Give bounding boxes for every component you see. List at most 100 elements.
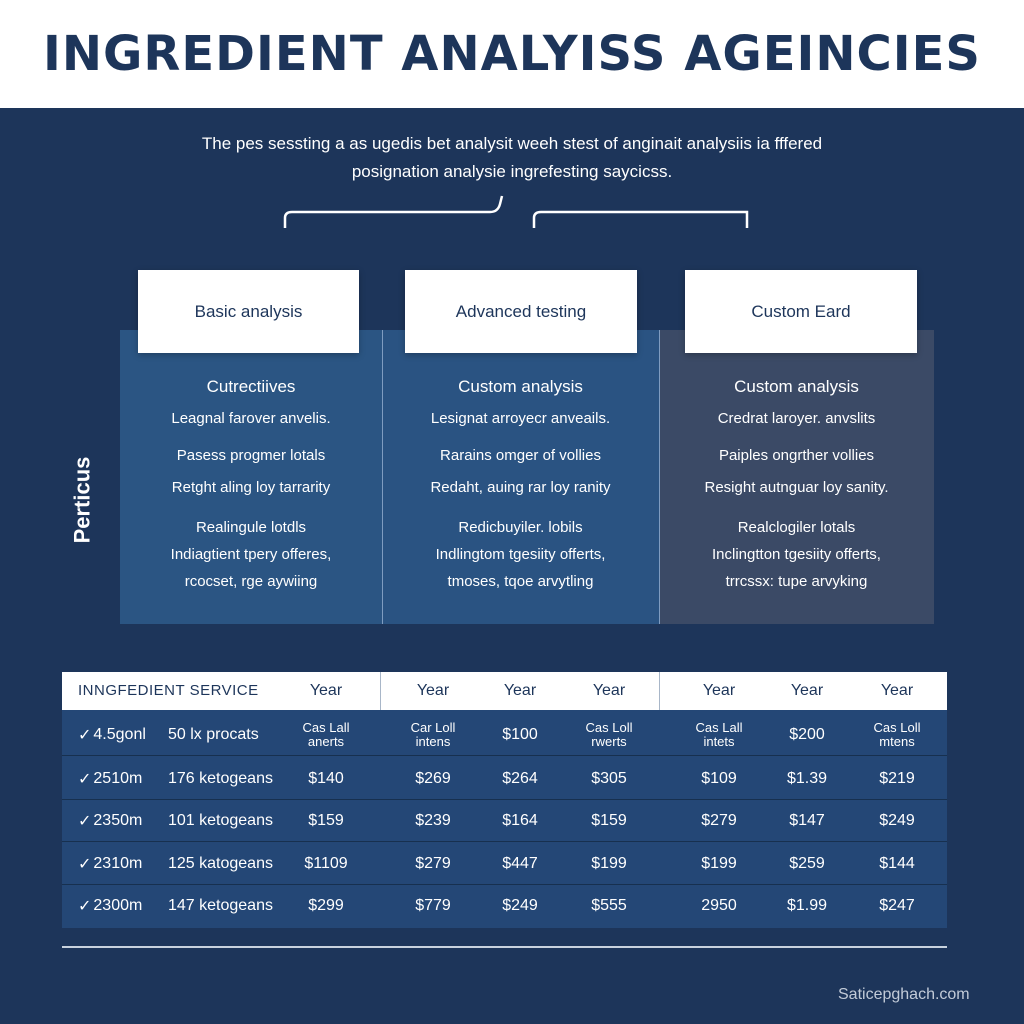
- plan-line: Resight autnguar loy sanity.: [704, 479, 889, 496]
- table-row: ✓ 2510m 176 ketogeans $140 $269 $264 $305…: [62, 758, 947, 800]
- table-cell: $1109: [304, 855, 348, 872]
- plan-line: Rarains omger of vollies: [440, 447, 601, 464]
- table-cell: $219: [879, 770, 915, 787]
- plan-card-custom[interactable]: Custom Eard: [685, 270, 917, 353]
- row-amount: ✓ 4.5gonl: [78, 726, 146, 744]
- title-banner: INGREDIENT ANALYISS AGEINCIES: [0, 0, 1024, 108]
- plan-line: Inclingtton tgesiity offerts,: [712, 546, 881, 563]
- table-row: ✓ 2350m 101 ketogeans $159 $239 $164 $159…: [62, 800, 947, 842]
- plan-line: rcocset, rge aywiing: [184, 573, 318, 590]
- plan-heading: Custom analysis: [734, 377, 859, 396]
- plan-details-custom: Custom analysis Credrat laroyer. anvslit…: [659, 372, 934, 591]
- table-cell: $279: [701, 812, 737, 829]
- table-cell: $1.39: [786, 770, 828, 787]
- table-cell: $164: [502, 812, 538, 829]
- plan-line: Redicbuyiler. lobils: [458, 519, 583, 536]
- row-amount: ✓ 2310m: [78, 855, 143, 873]
- table-cell: Cas Lall anerts: [302, 720, 350, 749]
- pricing-table-header: INNGFEDIENT SERVICE Year Year Year Year …: [62, 672, 947, 710]
- table-cell: $447: [502, 855, 538, 872]
- side-label: Perticus: [69, 456, 95, 544]
- column-divider: [659, 672, 660, 710]
- check-icon: ✓: [78, 813, 92, 830]
- table-cell: Cas Lall intets: [695, 720, 743, 749]
- table-row: ✓ 2300m 147 ketogeans $299 $779 $249 $555…: [62, 885, 947, 927]
- table-cell: $269: [415, 770, 451, 787]
- table-cell: $264: [502, 770, 538, 787]
- plan-line: tmoses, tqoe arvytling: [447, 573, 594, 590]
- table-cell: $147: [789, 812, 825, 829]
- table-row: ✓ 2310m 125 katogeans $1109 $279 $447 $19…: [62, 843, 947, 885]
- column-header-year: Year: [309, 682, 343, 699]
- table-cell: $140: [308, 770, 344, 787]
- table-cell: $239: [415, 812, 451, 829]
- row-service: 176 ketogeans: [168, 770, 273, 787]
- row-service: 125 katogeans: [168, 855, 273, 872]
- plan-column-advanced: [382, 330, 659, 624]
- table-cell: $299: [308, 897, 344, 914]
- table-cell: $199: [591, 855, 627, 872]
- plan-column-basic: [120, 330, 382, 624]
- table-cell: $1.99: [786, 897, 828, 914]
- column-header-year: Year: [880, 682, 914, 699]
- column-header-year: Year: [790, 682, 824, 699]
- plan-line: Paiples ongrther vollies: [718, 447, 875, 464]
- table-cell: $200: [789, 726, 825, 743]
- table-cell: $249: [502, 897, 538, 914]
- plan-line: Realingule lotdls: [195, 519, 307, 536]
- intro-line-2: posignation analysie ingrefesting saycic…: [351, 162, 673, 181]
- row-amount: ✓ 2510m: [78, 770, 143, 788]
- table-cell: $779: [415, 897, 451, 914]
- table-cell: $305: [591, 770, 627, 787]
- table-cell: $159: [591, 812, 627, 829]
- table-cell: 2950: [701, 897, 737, 914]
- table-cell: $555: [591, 897, 627, 914]
- plan-card-advanced[interactable]: Advanced testing: [405, 270, 637, 353]
- table-cell: $247: [879, 897, 915, 914]
- column-header-service: INNGFEDIENT SERVICE: [78, 682, 259, 699]
- watermark: Saticepghach.com: [838, 986, 970, 1003]
- table-cell: $199: [701, 855, 737, 872]
- check-icon: ✓: [78, 727, 92, 744]
- plan-line: Realclogiler lotals: [737, 519, 856, 536]
- intro-line-1: The pes sessting a as ugedis bet analysi…: [201, 134, 823, 153]
- pricing-table-body: ✓ 4.5gonl 50 lx procats Cas Lall anerts C…: [62, 710, 947, 928]
- table-cell: $279: [415, 855, 451, 872]
- plan-details-advanced: Custom analysis Lesignat arroyecr anveai…: [382, 372, 659, 591]
- column-header-year: Year: [702, 682, 736, 699]
- table-cell: $100: [502, 726, 538, 743]
- table-cell: Cas Loll rwerts: [585, 720, 633, 749]
- table-cell: $109: [701, 770, 737, 787]
- plan-heading: Custom analysis: [458, 377, 583, 396]
- row-service: 147 ketogeans: [168, 897, 273, 914]
- check-icon: ✓: [78, 771, 92, 788]
- plan-line: Redaht, auing rar loy ranity: [430, 479, 611, 496]
- table-cell: $259: [789, 855, 825, 872]
- column-header-year: Year: [416, 682, 450, 699]
- plan-card-basic[interactable]: Basic analysis: [138, 270, 359, 353]
- plan-column-custom: [659, 330, 934, 624]
- plan-heading: Cutrectiives: [206, 377, 296, 396]
- left-bracket-decoration: [283, 195, 504, 228]
- row-amount: ✓ 2350m: [78, 812, 143, 830]
- table-cell: $159: [308, 812, 344, 829]
- check-icon: ✓: [78, 856, 92, 873]
- table-cell: $144: [879, 855, 915, 872]
- plan-line: Credrat laroyer. anvslits: [717, 410, 876, 427]
- plan-line: Indlingtom tgesiity offerts,: [435, 546, 606, 563]
- row-service: 101 ketogeans: [168, 812, 273, 829]
- plan-line: Lesignat arroyecr anveails.: [430, 410, 611, 427]
- row-service: 50 lx procats: [168, 726, 259, 743]
- footer-divider: [62, 946, 947, 948]
- plan-details-basic: Cutrectiives Leagnal farover anvelis. Pa…: [120, 372, 382, 591]
- plan-line: Retght aling loy tarrarity: [171, 479, 331, 496]
- table-cell: Car Loll intens: [410, 720, 456, 749]
- table-row: ✓ 4.5gonl 50 lx procats Cas Lall anerts C…: [62, 714, 947, 756]
- plan-line: trrcssx: tupe arvyking: [725, 573, 868, 590]
- plan-line: Pasess progmer lotals: [176, 447, 326, 464]
- column-divider: [380, 672, 381, 710]
- plan-line: Indiagtient tpery offeres,: [170, 546, 332, 563]
- right-bracket-decoration: [532, 210, 749, 228]
- check-icon: ✓: [78, 898, 92, 915]
- table-cell: Cas Loll mtens: [873, 720, 921, 749]
